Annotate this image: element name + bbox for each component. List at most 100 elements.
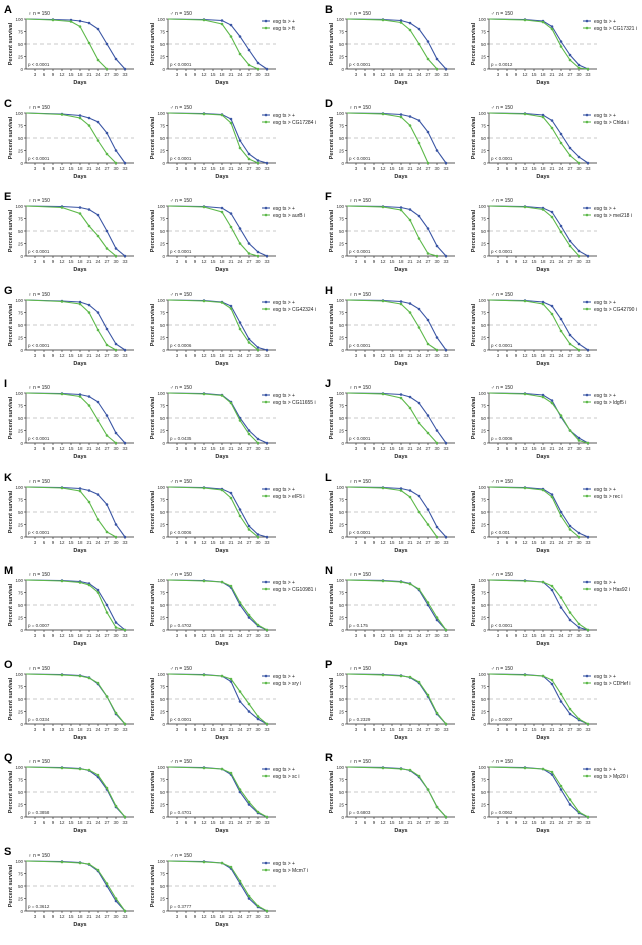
p-value-label: p < 0.001 <box>491 530 510 535</box>
x-tick-label: 18 <box>219 633 225 638</box>
rnai-data-point <box>444 628 448 632</box>
legend-marker <box>585 774 589 778</box>
control-data-point <box>417 494 421 497</box>
y-axis-label: Percent survival <box>471 677 477 720</box>
male-survival-plot: 0 25 50 75 100 3 6 9 12 15 18 21 24 27 30 33 Days Percent… <box>471 759 597 834</box>
rnai-data-point <box>417 774 421 778</box>
control-data-point <box>435 618 439 622</box>
control-data-point <box>444 535 448 538</box>
legend-label: esg ts > + <box>273 486 295 492</box>
control-data-point <box>435 335 439 339</box>
x-tick-label: 24 <box>95 72 101 77</box>
y-tick-label: 100 <box>478 391 486 396</box>
legend-label: esg ts > + <box>594 673 616 679</box>
x-tick-label: 21 <box>549 446 555 451</box>
rnai-data-point <box>87 224 91 228</box>
x-tick-label: 33 <box>264 446 270 451</box>
x-tick-label: 21 <box>407 633 413 638</box>
x-tick-label: 9 <box>52 914 55 919</box>
panel-k: K 0 25 50 75 100 3 6 9 12 15 18 21 24 27 30 33 Days Percen… <box>0 471 321 565</box>
rnai-data-point <box>238 601 242 604</box>
control-survival-line <box>25 485 126 537</box>
legend-label: esg ts > + <box>594 580 616 586</box>
panel-letter: B <box>325 4 333 16</box>
y-tick-label: 50 <box>339 135 345 140</box>
x-tick-label: 24 <box>416 259 422 264</box>
x-tick-label: 30 <box>113 820 119 825</box>
p-value-label: p = 0.0006 <box>491 436 513 441</box>
legend-label: esg ts > aurB i <box>273 213 305 219</box>
legend-label: esg ts > mei218 i <box>594 213 632 219</box>
legend-label: esg ts > CDHef i <box>594 680 631 686</box>
sample-size-label: ♀ n = 150 <box>349 759 371 765</box>
x-tick-label: 30 <box>255 166 261 171</box>
legend-label: esg ts > CG11655 i <box>273 400 316 406</box>
control-data-point <box>96 492 100 496</box>
x-tick-label: 33 <box>585 259 591 264</box>
sample-size-label: ♀ n = 150 <box>28 385 50 391</box>
y-tick-label: 75 <box>339 497 345 502</box>
rnai-data-point <box>105 611 109 614</box>
x-axis-label: Days <box>215 922 228 928</box>
x-tick-label: 15 <box>68 633 74 638</box>
x-tick-label: 18 <box>219 353 225 358</box>
legend-marker <box>264 400 268 404</box>
control-data-point <box>87 488 91 492</box>
legend-marker <box>264 120 268 123</box>
control-data-point <box>105 502 109 506</box>
x-tick-label: 6 <box>43 446 46 451</box>
p-value-label: p = 0.3858 <box>28 810 50 815</box>
sample-size-label: ♀ n = 150 <box>28 572 50 578</box>
x-axis-label: Days <box>215 828 228 834</box>
x-tick-label: 12 <box>522 72 528 77</box>
p-value-label: p = 0.4702 <box>170 623 192 628</box>
sample-size-label: ♂ n = 150 <box>170 853 192 859</box>
rnai-data-point <box>202 299 206 302</box>
x-tick-label: 9 <box>194 353 197 358</box>
x-tick-label: 21 <box>549 353 555 358</box>
rnai-data-point <box>426 431 430 435</box>
control-data-point <box>256 345 260 349</box>
x-tick-label: 21 <box>86 540 92 545</box>
rnai-data-point <box>114 711 118 714</box>
rnai-data-point <box>247 613 251 617</box>
x-tick-label: 9 <box>373 353 376 358</box>
control-data-point <box>105 414 109 417</box>
control-data-point <box>399 486 403 490</box>
male-survival-plot: 0 25 50 75 100 3 6 9 12 15 18 21 24 27 30 33 Days Percent… <box>471 385 597 460</box>
female-survival-plot: 0 25 50 75 100 3 6 9 12 15 18 21 24 27 30 33 Days Percent… <box>329 11 455 86</box>
rnai-data-point <box>229 121 233 124</box>
rnai-data-point <box>541 488 545 491</box>
male-survival-plot: 0 25 50 75 100 3 6 9 12 15 18 21 24 27 30 33 Days Percent… <box>150 198 276 273</box>
y-tick-label: 50 <box>160 416 166 421</box>
rnai-data-point <box>256 714 260 718</box>
x-tick-label: 12 <box>59 540 65 545</box>
rnai-data-point <box>435 441 439 445</box>
rnai-data-point <box>87 404 91 407</box>
rnai-data-point <box>78 395 82 398</box>
rnai-data-point <box>247 527 251 531</box>
control-data-point <box>541 393 545 397</box>
rnai-data-point <box>51 18 55 22</box>
x-tick-label: 12 <box>59 914 65 919</box>
x-tick-label: 24 <box>416 72 422 77</box>
control-data-point <box>568 618 572 622</box>
x-tick-label: 9 <box>373 446 376 451</box>
legend-label: esg ts > ft <box>273 26 295 32</box>
control-data-point <box>78 113 82 117</box>
y-tick-label: 50 <box>160 603 166 608</box>
rnai-data-point <box>229 401 233 405</box>
x-tick-label: 21 <box>407 166 413 171</box>
y-axis-label: Percent survival <box>8 22 14 65</box>
x-tick-label: 15 <box>68 727 74 732</box>
x-tick-label: 21 <box>228 446 234 451</box>
x-tick-label: 33 <box>443 727 449 732</box>
rnai-data-point <box>586 722 590 725</box>
x-tick-label: 24 <box>558 353 564 358</box>
x-tick-label: 15 <box>389 259 395 264</box>
x-tick-label: 9 <box>194 166 197 171</box>
rnai-data-point <box>550 495 554 498</box>
x-tick-label: 33 <box>585 820 591 825</box>
x-tick-label: 24 <box>237 540 243 545</box>
